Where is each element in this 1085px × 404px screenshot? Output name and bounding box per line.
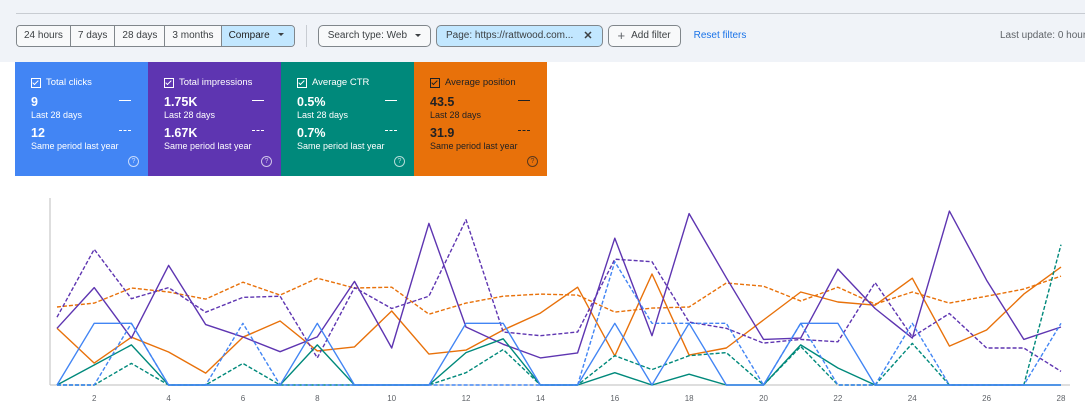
performance-chart: 2 4 6 8 10 12 14 16 18 20 22 24 26 28 xyxy=(49,198,1070,403)
help-icon[interactable]: ? xyxy=(394,156,405,167)
metric-compare-value: 1.67K xyxy=(164,126,198,140)
metric-value-label: Last 28 days xyxy=(430,110,482,120)
metric-value: 43.5 xyxy=(430,95,455,109)
metric-title: Total impressions xyxy=(179,77,253,88)
range-28-days[interactable]: 28 days xyxy=(115,25,166,46)
metric-title-row: Total impressions xyxy=(164,77,252,88)
series-line-ctr-previous xyxy=(57,244,1062,386)
compare-button[interactable]: Compare xyxy=(221,25,294,46)
metric-title-row: Average position xyxy=(430,77,516,88)
add-filter-label: Add filter xyxy=(631,29,671,41)
compare-label: Compare xyxy=(228,29,270,41)
series-line-impressions-previous xyxy=(56,219,1062,372)
x-tick-label: 28 xyxy=(1057,394,1066,403)
metric-card-position[interactable]: Average position 43.5 Last 28 days 31.9 … xyxy=(414,62,547,176)
search-type-filter[interactable]: Search type: Web xyxy=(317,24,432,47)
x-tick-label: 8 xyxy=(315,394,320,403)
metric-compare-label: Same period last year xyxy=(430,141,518,151)
divider xyxy=(16,13,1085,14)
plus-icon: + xyxy=(617,27,626,43)
metric-value-label: Last 28 days xyxy=(31,110,83,120)
solid-line-legend-icon xyxy=(385,100,397,101)
dashed-line-legend-icon xyxy=(385,130,397,131)
metric-title-row: Average CTR xyxy=(297,77,369,88)
close-icon[interactable]: ✕ xyxy=(583,29,593,42)
metric-title: Total clicks xyxy=(46,77,92,88)
x-tick-label: 16 xyxy=(610,394,619,403)
chevron-down-icon xyxy=(415,34,422,37)
x-tick-label: 2 xyxy=(92,394,97,403)
metric-title-row: Total clicks xyxy=(31,77,92,88)
x-tick-label: 4 xyxy=(166,394,171,403)
x-tick-label: 26 xyxy=(982,394,991,403)
x-tick-label: 6 xyxy=(241,394,246,403)
metric-value-label: Last 28 days xyxy=(164,110,216,120)
range-7-days[interactable]: 7 days xyxy=(70,25,116,46)
series-line-ctr-current xyxy=(56,338,1061,386)
metric-compare-value: 12 xyxy=(31,126,45,140)
help-icon[interactable]: ? xyxy=(527,156,538,167)
metric-cards: Total clicks 9 Last 28 days 12 Same peri… xyxy=(15,62,547,176)
search-type-label: Search type: Web xyxy=(327,29,408,41)
x-tick-label: 24 xyxy=(908,394,917,403)
range-3-months[interactable]: 3 months xyxy=(165,25,222,46)
metric-compare-label: Same period last year xyxy=(31,141,119,151)
metric-compare-label: Same period last year xyxy=(297,141,385,151)
add-filter-button[interactable]: + Add filter xyxy=(607,24,681,47)
x-tick-label: 20 xyxy=(759,394,768,403)
checkbox-icon[interactable] xyxy=(297,77,307,88)
metric-title: Average position xyxy=(445,77,516,88)
solid-line-legend-icon xyxy=(518,100,530,101)
x-tick-label: 10 xyxy=(387,394,396,403)
checkbox-icon[interactable] xyxy=(31,77,41,88)
dashed-line-legend-icon xyxy=(119,130,131,131)
metric-compare-value: 31.9 xyxy=(430,126,455,140)
x-tick-label: 14 xyxy=(536,394,545,403)
metric-card-impressions[interactable]: Total impressions 1.75K Last 28 days 1.6… xyxy=(148,62,281,176)
series-line-clicks-current xyxy=(56,322,1061,386)
metric-compare-value: 0.7% xyxy=(297,126,326,140)
metric-value: 9 xyxy=(31,95,38,109)
range-24-hours[interactable]: 24 hours xyxy=(17,25,71,46)
last-update-text: Last update: 0 hours ago xyxy=(1000,30,1085,41)
date-range-selector: 24 hours 7 days 28 days 3 months Compare xyxy=(16,24,295,47)
metric-value: 1.75K xyxy=(164,95,198,109)
x-tick-label: 12 xyxy=(462,394,471,403)
divider xyxy=(305,24,307,47)
solid-line-legend-icon xyxy=(252,100,264,101)
checkbox-icon[interactable] xyxy=(164,77,174,88)
help-icon[interactable]: ? xyxy=(128,156,139,167)
metric-card-clicks[interactable]: Total clicks 9 Last 28 days 12 Same peri… xyxy=(15,62,148,176)
series-line-position-current xyxy=(56,266,1062,374)
metric-value: 0.5% xyxy=(297,95,326,109)
series-line-clicks-previous xyxy=(57,260,1062,386)
chevron-down-icon xyxy=(277,33,284,37)
metric-compare-label: Same period last year xyxy=(164,141,252,151)
help-icon[interactable]: ? xyxy=(261,156,272,167)
dashed-line-legend-icon xyxy=(518,130,530,131)
page-filter-label: Page: https://rattwood.com... xyxy=(446,29,574,41)
metric-value-label: Last 28 days xyxy=(297,110,349,120)
series-line-impressions-current xyxy=(56,210,1062,359)
x-tick-label: 22 xyxy=(833,394,842,403)
solid-line-legend-icon xyxy=(119,100,131,101)
checkbox-icon[interactable] xyxy=(430,77,440,88)
page-filter-chip[interactable]: Page: https://rattwood.com... ✕ xyxy=(436,24,603,47)
metric-title: Average CTR xyxy=(312,77,370,88)
series-line-position-previous xyxy=(56,275,1062,315)
metric-card-ctr[interactable]: Average CTR 0.5% Last 28 days 0.7% Same … xyxy=(281,62,414,176)
reset-filters-link[interactable]: Reset filters xyxy=(693,30,747,41)
filter-bar: 24 hours 7 days 28 days 3 months Compare… xyxy=(16,24,747,47)
x-tick-label: 18 xyxy=(685,394,694,403)
dashed-line-legend-icon xyxy=(252,130,264,131)
